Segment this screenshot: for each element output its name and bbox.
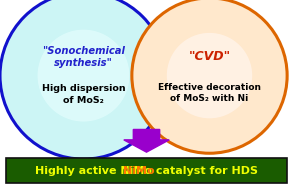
Ellipse shape <box>0 0 167 159</box>
Text: NiMo: NiMo <box>122 166 154 176</box>
Ellipse shape <box>38 30 130 122</box>
Ellipse shape <box>167 33 252 118</box>
Text: High dispersion
of MoS₂: High dispersion of MoS₂ <box>42 84 125 105</box>
Ellipse shape <box>132 0 287 153</box>
FancyBboxPatch shape <box>6 158 287 183</box>
Text: Highly active NiMo catalyst for HDS: Highly active NiMo catalyst for HDS <box>35 166 258 176</box>
Text: "Sonochemical
synthesis": "Sonochemical synthesis" <box>42 46 125 68</box>
FancyArrow shape <box>124 129 169 152</box>
Text: "CVD": "CVD" <box>188 50 231 63</box>
Text: Effective decoration
of MoS₂ with Ni: Effective decoration of MoS₂ with Ni <box>158 83 261 103</box>
